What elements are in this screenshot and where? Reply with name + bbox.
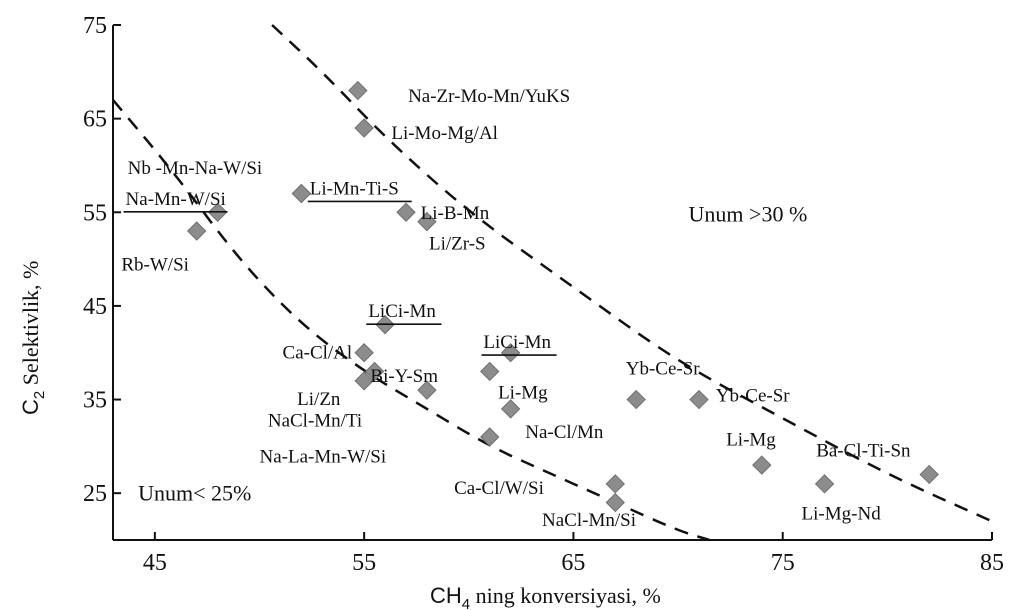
data-point-marker	[480, 361, 500, 382]
x-axis-title: CH4 ning konversiyasi, %	[430, 583, 661, 610]
point-label: Na-La-Mn-W/Si	[260, 446, 387, 467]
point-label: Bi-Y-Sm	[370, 366, 438, 387]
point-label: Li/Zn	[297, 389, 341, 410]
x-tick-label: 45	[143, 550, 167, 576]
data-point-marker	[354, 371, 374, 391]
data-point-marker	[417, 211, 437, 232]
tick-labels: 45 55 65 75 85 25 35 45 55 65 75	[83, 13, 1004, 576]
point-label: Li/Zr-S	[429, 234, 486, 255]
data-point-marker	[187, 221, 207, 241]
y-axis-title: C2 Selektivlik, %	[18, 261, 48, 415]
point-label: Li-Mg	[498, 383, 548, 404]
point-label: Na-Zr-Mo-Mn/YuKS	[408, 86, 570, 107]
point-label: Li-Mn-Ti-S	[310, 178, 399, 199]
region-label: Unum >30 %	[689, 202, 808, 227]
point-label: Yb-Ce-Sr	[626, 358, 701, 379]
upper-boundary-curve	[271, 24, 993, 523]
point-labels: Na-Zr-Mo-Mn/YuKS Li-Mo-Mg/Al Nb -Mn-Na-W/S…	[121, 86, 911, 531]
boundary-curves	[112, 24, 993, 542]
point-label: LiCi-Mn	[368, 301, 436, 322]
point-label: Li-Mg-Nd	[802, 503, 882, 524]
point-label: Ca-Cl/W/Si	[454, 478, 544, 499]
point-label: Li-Mg	[726, 429, 776, 450]
axes	[112, 24, 993, 541]
point-label: Yb-Ce-Sr	[716, 385, 791, 406]
axis-titles: CH4 ning konversiyasi, % C2 Selektivlik, …	[18, 261, 661, 610]
y-tick-label: 55	[83, 200, 107, 226]
data-point-marker	[417, 380, 437, 400]
data-point-marker	[364, 361, 385, 382]
data-point-marker	[626, 389, 646, 410]
point-label: LiCi-Mn	[483, 332, 551, 353]
point-label: Rb-W/Si	[121, 254, 189, 275]
y-tick-label: 25	[83, 481, 107, 507]
y-tick-label: 45	[83, 294, 107, 320]
point-label: Na-Cl/Mn	[525, 422, 604, 443]
point-label: Li-B-Mn	[421, 203, 490, 224]
data-point-marker	[480, 427, 500, 447]
y-tick-label: 65	[83, 107, 107, 133]
data-point-marker	[500, 399, 521, 419]
point-label: Ca-Cl/Al	[283, 342, 353, 363]
x-tick-label: 85	[980, 550, 1004, 576]
y-tick-label: 75	[83, 13, 107, 39]
data-point-marker	[354, 118, 374, 138]
region-labels: Unum >30 % Unum< 25%	[138, 202, 807, 506]
point-label: NaCl-Mn/Si	[542, 510, 636, 531]
data-point-marker	[500, 343, 521, 363]
region-label: Unum< 25%	[138, 481, 251, 506]
x-tick-label: 55	[352, 550, 376, 576]
data-point-marker	[919, 464, 939, 485]
data-point-marker	[605, 492, 625, 513]
point-label: NaCl-Mn/Ti	[268, 411, 362, 432]
data-point-marker	[689, 389, 709, 410]
point-label: Li-Mo-Mg/Al	[391, 123, 498, 144]
y-tick-label: 35	[83, 388, 107, 414]
lower-boundary-curve	[112, 99, 710, 542]
point-label: Ba-Cl-Ti-Sn	[816, 441, 911, 462]
data-point-marker	[348, 80, 368, 101]
data-point-marker	[814, 474, 835, 494]
point-label: Nb -Mn-Na-W/Si	[128, 158, 263, 179]
point-label: Na-Mn-W/Si	[126, 189, 226, 210]
data-point-marker	[605, 474, 625, 494]
x-tick-label: 65	[561, 550, 585, 576]
data-point-marker	[752, 455, 772, 475]
data-point-marker	[396, 202, 416, 222]
data-point-marker	[354, 343, 374, 363]
data-point-marker	[291, 183, 312, 204]
x-tick-label: 75	[771, 550, 795, 576]
